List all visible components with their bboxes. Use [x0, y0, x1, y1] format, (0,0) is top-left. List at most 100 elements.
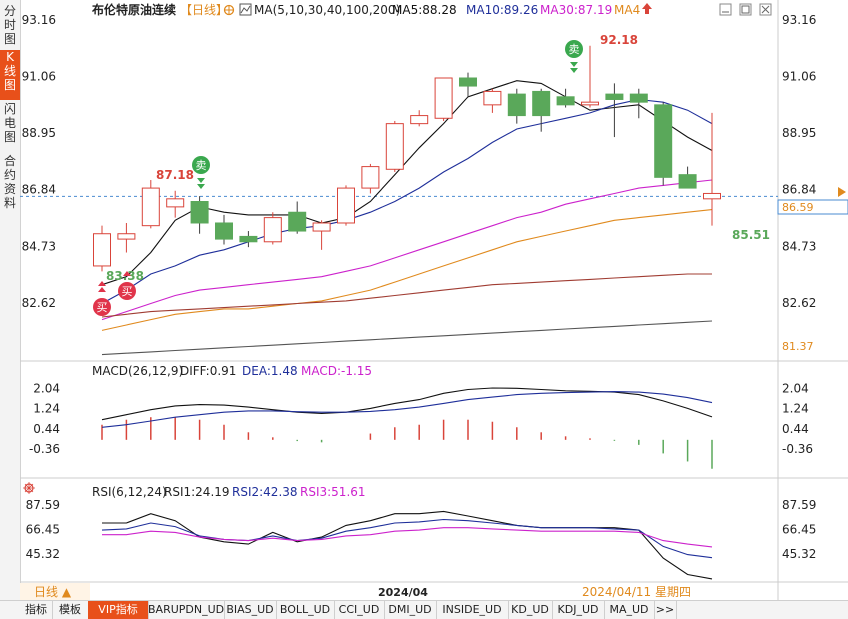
chart-footer: 日线 ▲ 2024/04 2024/04/11 星期四	[20, 583, 691, 600]
candle	[361, 163, 380, 194]
price-axis: 93.16 93.16 91.06 91.06 88.95 88.95 86.84 86.84…	[22, 13, 817, 310]
indicator-tab-4[interactable]: BIAS_UD	[224, 601, 277, 619]
macd-tick-left: 1.24	[33, 402, 60, 416]
indicator-tab-10[interactable]: KDJ_UD	[552, 601, 605, 619]
candle	[263, 212, 282, 245]
tab-flash-chart[interactable]: 闪电图	[3, 102, 16, 144]
price-header: 布伦特原油连续 【日线】 MA(5,10,30,40,100,200) MA5:…	[92, 2, 772, 17]
sell-signal-marker[interactable]: 卖	[565, 40, 583, 73]
macd-tick-right: 2.04	[782, 382, 809, 396]
rsi-tick-right: 66.45	[782, 523, 816, 537]
indicator-tab-6[interactable]: CCI_UD	[334, 601, 385, 619]
close-icon	[761, 5, 770, 14]
y-tick-label-right: 91.06	[782, 69, 816, 83]
candle	[507, 88, 526, 124]
low-label: 85.51	[732, 228, 770, 242]
chevron-up-icon	[98, 287, 106, 292]
current-price-value: 86.59	[782, 201, 814, 214]
macd-axis: 2.04 2.04 1.24 1.24 0.44 0.44 -0.36 -0.36	[29, 382, 813, 456]
rsi-name: RSI(6,12,24)	[92, 485, 167, 499]
high-label: 92.18	[600, 33, 638, 47]
rsi-tick-left: 87.59	[26, 498, 60, 512]
candle	[166, 190, 185, 218]
rsi-tick-right: 45.32	[782, 547, 816, 561]
sell-signal-marker[interactable]: 卖	[192, 156, 210, 189]
macd-name: MACD(26,12,9)	[92, 364, 183, 378]
rsi3-line	[102, 527, 713, 548]
indicator-tab-5[interactable]: BOLL_UD	[276, 601, 335, 619]
rsi-settings-icon[interactable]	[23, 482, 35, 494]
tab-contract-info[interactable]: 合约资料	[3, 154, 16, 210]
candle	[556, 88, 575, 108]
rsi-tick-left: 66.45	[26, 523, 60, 537]
candle	[483, 88, 502, 113]
candles	[93, 45, 721, 272]
macd-header: MACD(26,12,9) DIFF:0.91 DEA:1.48 MACD:-1…	[92, 364, 372, 378]
candle	[312, 220, 331, 250]
rsi-lines	[101, 510, 713, 580]
rsi1-value: RSI1:24.19	[164, 485, 230, 499]
instrument-name: 布伦特原油连续	[92, 2, 176, 17]
indicator-tab-2[interactable]: VIP指标	[88, 601, 149, 619]
buy-signal-marker[interactable]: 买	[118, 271, 136, 300]
rsi-tick-left: 45.32	[26, 547, 60, 561]
y-tick-label-right: 86.84	[782, 183, 816, 197]
indicator-tab-7[interactable]: DMI_UD	[384, 601, 437, 619]
indicator-tab-1[interactable]: 模板	[52, 601, 89, 619]
month-label: 2024/04	[378, 586, 428, 599]
ma-settings-icon[interactable]	[239, 3, 252, 16]
alert-arrow-icon[interactable]	[642, 3, 652, 14]
indicator-tab-3[interactable]: BARUPDN_UD	[148, 601, 225, 619]
candle	[288, 201, 307, 234]
candle	[678, 166, 697, 189]
period-tag[interactable]: 【日线】	[180, 3, 228, 17]
rsi2-value: RSI2:42.38	[232, 485, 298, 499]
price-annotations: 92.18 87.18 85.51 83.38 卖 卖 买 买	[93, 33, 848, 353]
sell-signal-text: 卖	[569, 43, 580, 56]
ma-line-ma200	[101, 320, 713, 356]
candle	[459, 72, 477, 97]
ma-params: MA(5,10,30,40,100,200)	[254, 3, 400, 17]
indicator-tab-bar: 指标 模板 VIP指标 BARUPDN_UD BIAS_UD BOLL_UD CCI_UD D…	[0, 600, 848, 619]
chevron-down-icon	[570, 62, 578, 67]
y-tick-label-left: 86.84	[22, 183, 56, 197]
indicator-tab-8[interactable]: INSIDE_UD	[436, 601, 509, 619]
candle	[190, 196, 209, 234]
y-tick-label-right: 93.16	[782, 13, 816, 27]
candle	[239, 231, 258, 248]
minimize-button[interactable]	[719, 3, 732, 16]
macd-tick-right: 1.24	[782, 402, 809, 416]
indicator-tab-11[interactable]: MA_UD	[604, 601, 655, 619]
indicator-tab-12[interactable]: >>	[654, 601, 677, 619]
indicator-tab-9[interactable]: KD_UD	[508, 601, 553, 619]
sell-signal-text: 卖	[196, 159, 207, 172]
period-selector[interactable]	[20, 583, 90, 600]
ma10-value: MA10:89.26	[466, 3, 538, 17]
buy-signal-marker[interactable]: 买	[93, 281, 111, 316]
macd-histogram	[101, 417, 713, 469]
y-tick-label-left: 84.73	[22, 239, 56, 253]
maximize-button[interactable]	[739, 3, 752, 16]
tab-timeshare-chart[interactable]: 分时图	[3, 4, 16, 46]
macd-diff: DIFF:0.91	[180, 364, 236, 378]
candle	[410, 110, 429, 127]
macd-dea-line	[101, 391, 713, 428]
y-tick-label-left: 91.06	[22, 69, 56, 83]
candle	[605, 83, 624, 138]
chart-area[interactable]: 布伦特原油连续 【日线】 MA(5,10,30,40,100,200) MA5:…	[20, 0, 848, 600]
indicator-tab-0[interactable]: 指标	[20, 601, 53, 619]
candle	[385, 120, 404, 172]
macd-hist: MACD:-1.15	[301, 364, 372, 378]
macd-tick-right: -0.36	[782, 442, 813, 456]
candle	[581, 45, 599, 108]
settings-gear-icon[interactable]	[223, 4, 235, 16]
candle	[337, 185, 355, 226]
ma30-value: MA30:87.19	[540, 3, 612, 17]
rsi1-line	[102, 510, 713, 580]
macd-tick-right: 0.44	[782, 422, 809, 436]
ma-line-ma10	[101, 98, 713, 304]
buy-signal-text: 买	[97, 301, 108, 314]
rsi-tick-right: 87.59	[782, 498, 816, 512]
rsi3-value: RSI3:51.61	[300, 485, 366, 499]
